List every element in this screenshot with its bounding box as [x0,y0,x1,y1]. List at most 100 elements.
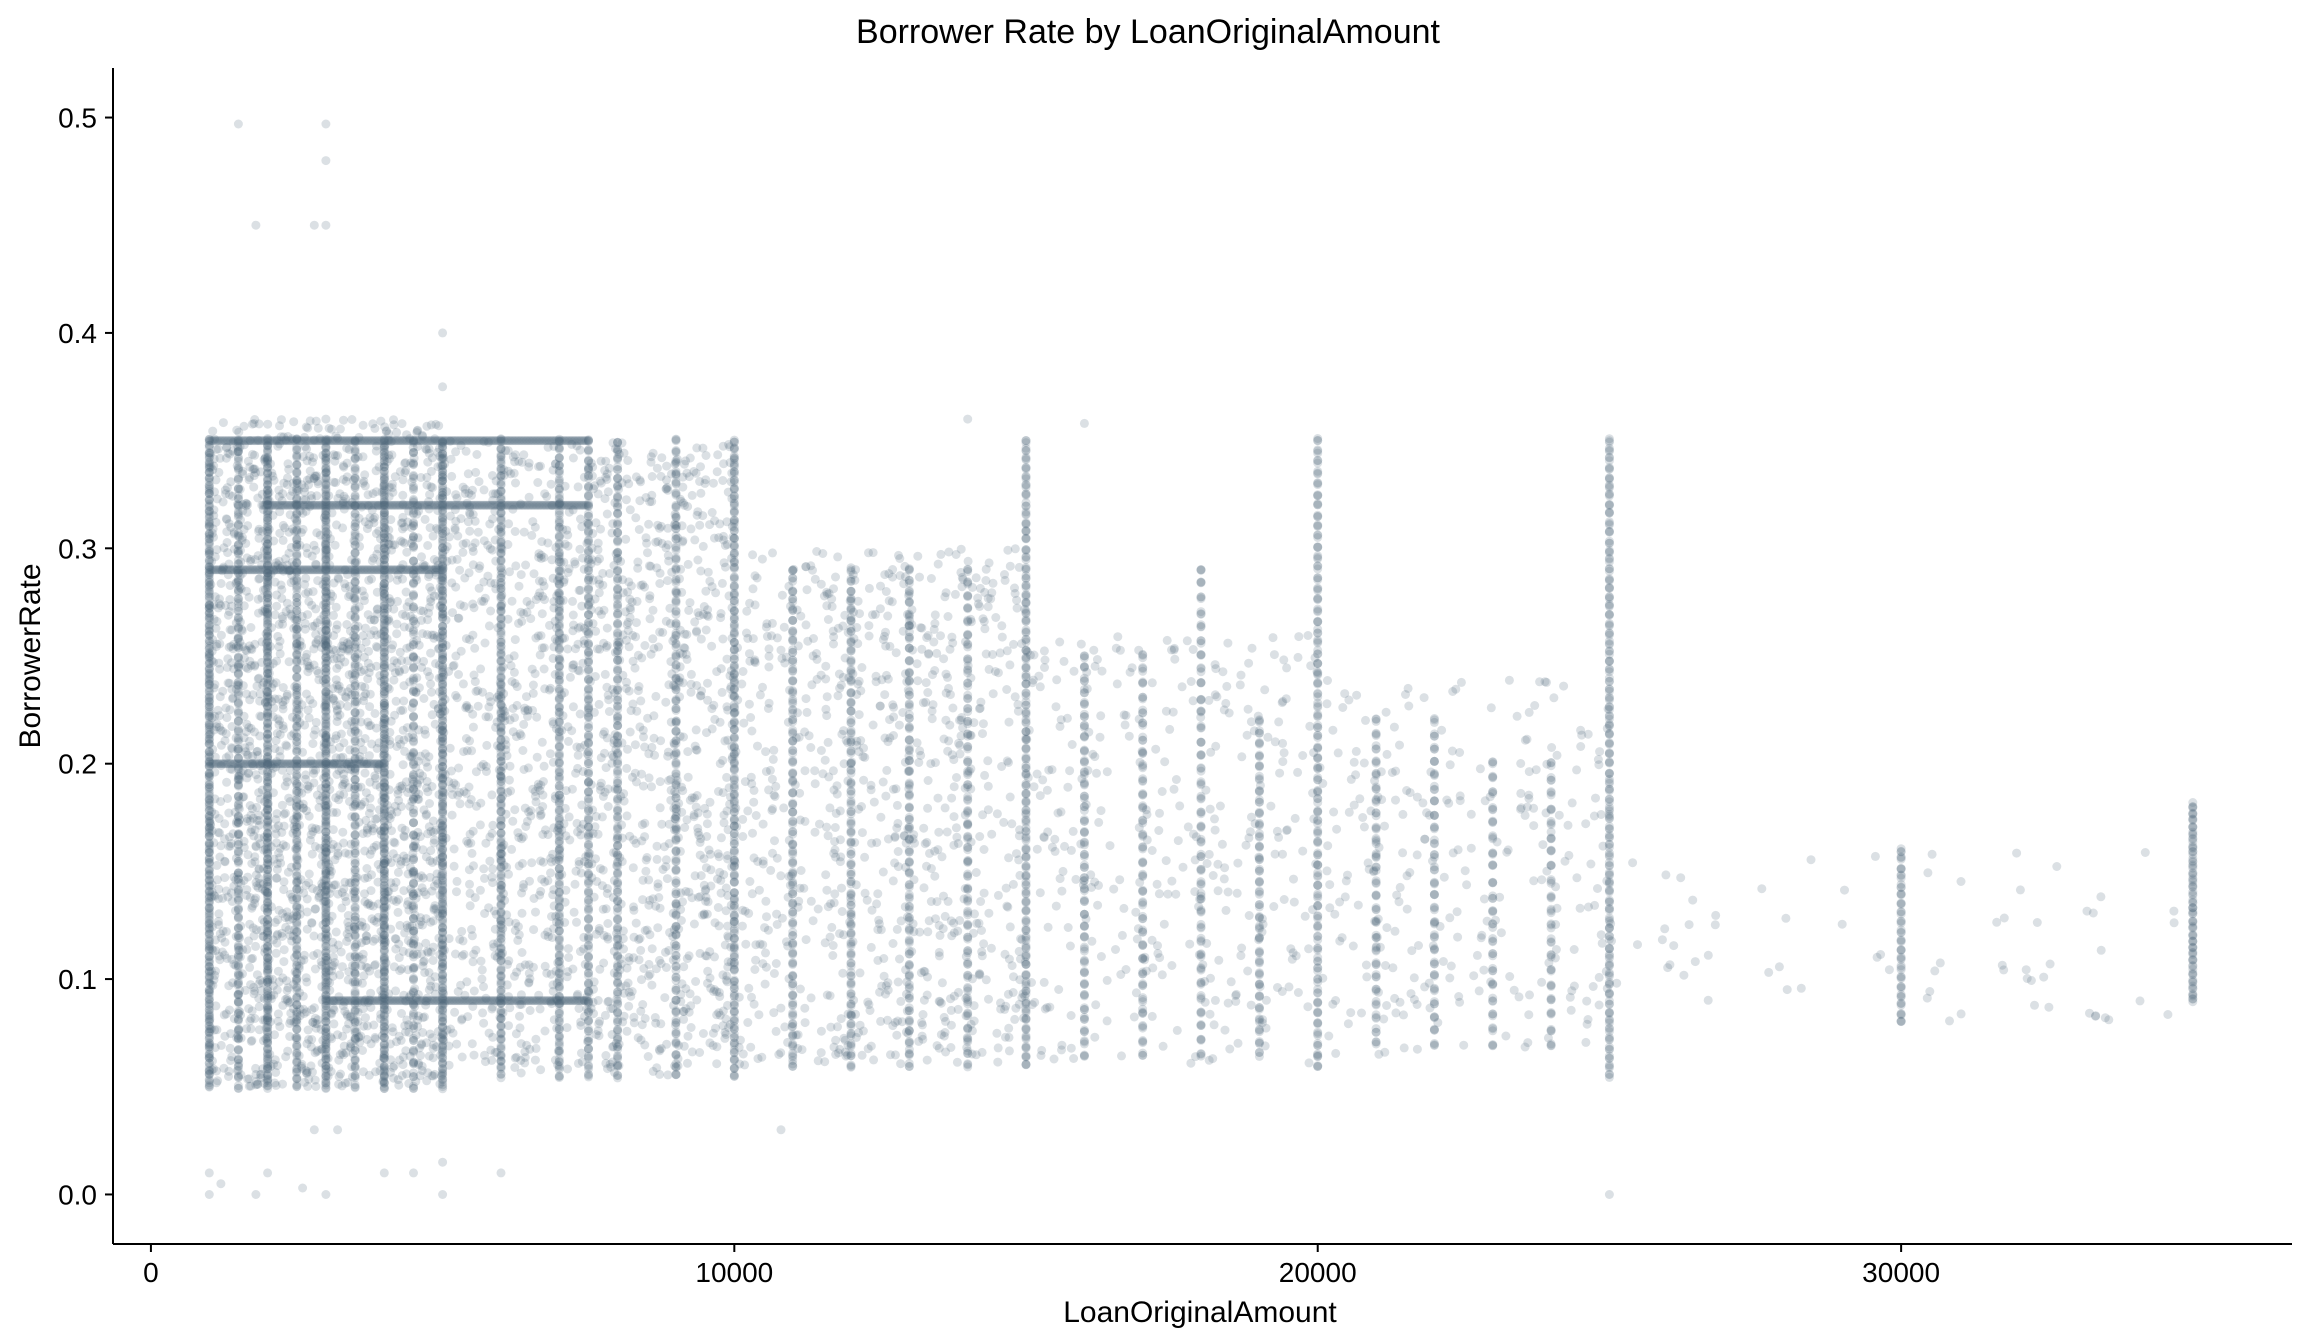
scatter-point [835,857,845,867]
scatter-point [488,1032,498,1042]
scatter-point [1096,952,1106,961]
scatter-point [243,872,253,882]
scatter-point [389,1073,399,1083]
scatter-point [812,649,821,658]
scatter-point [1232,888,1242,898]
scatter-point [1206,747,1216,757]
scatter-point [864,621,874,631]
scatter-point [795,815,805,825]
scatter-point [478,1008,488,1018]
scatter-point [286,578,296,588]
scatter-point [428,942,438,952]
scatter-point [655,803,665,813]
scatter-point [563,967,573,977]
scatter-point [860,852,870,862]
scatter-point [468,709,478,719]
scatter-point [568,453,578,463]
scatter-point [1000,575,1010,585]
scatter-point [1173,836,1183,846]
scatter-point [365,849,375,859]
scatter-point [329,1005,339,1015]
scatter-point [818,769,828,779]
scatter-point [748,584,758,594]
scatter-point [1233,1038,1243,1048]
scatter-point [569,620,578,630]
scatter-point [573,750,583,760]
scatter-point [573,1058,583,1068]
scatter-point [452,554,462,564]
scatter-point [1151,744,1161,754]
scatter-point [1323,676,1332,685]
scatter-point [647,472,657,481]
scatter-point [302,1068,312,1078]
scatter-point [648,634,658,644]
scatter-point [642,925,652,935]
scatter-point [975,832,985,841]
scatter-point [1269,902,1279,911]
scatter-point [537,609,547,619]
scatter-point [389,415,398,425]
scatter-point [707,641,717,651]
scatter-point [1177,682,1187,692]
scatter-point [358,631,368,641]
scatter-point [1055,721,1065,731]
scatter-point [452,1039,462,1049]
scatter-point [437,470,447,480]
scatter-point [717,578,727,588]
scatter-point [660,993,670,1003]
scatter-point [719,459,729,469]
scatter-point [1223,887,1233,897]
scatter-point [1496,928,1506,938]
scatter-point [274,642,284,652]
scatter-point [833,623,843,633]
scatter-point [1210,690,1220,700]
scatter-point [714,852,724,862]
scatter-point [762,619,772,629]
scatter-point [696,871,706,881]
scatter-point [1204,849,1214,859]
scatter-point [689,467,699,476]
scatter-point [207,880,217,890]
scatter-point [718,788,728,798]
scatter-point [477,596,487,606]
scatter-point [244,936,253,946]
scatter-point [1067,740,1077,749]
scatter-point [1224,708,1234,718]
scatter-point [865,1006,875,1015]
scatter-point [802,585,812,595]
scatter-point [302,806,311,816]
scatter-point [568,596,577,606]
scatter-point [563,1064,572,1074]
scatter-point [822,885,832,895]
scatter-point [310,842,320,851]
scatter-point [1222,681,1232,691]
scatter-point [290,514,300,523]
scatter-point [758,959,768,969]
scatter-point [511,478,520,488]
scatter-point [831,572,840,582]
scatter-point [1348,941,1358,951]
scatter-point [339,462,349,472]
scatter-point [1042,1003,1052,1013]
scatter-point [213,1076,223,1086]
scatter-point [245,893,255,902]
scatter-point [272,938,282,948]
scatter-point [594,575,604,585]
scatter-point [421,996,431,1006]
scatter-point [331,731,341,741]
scatter-point [878,635,888,645]
scatter-point [1069,666,1079,676]
scatter-point [339,1041,349,1051]
scatter-point [514,581,524,591]
scatter-point [331,478,341,488]
scatter-point [281,740,291,750]
scatter-point [1595,747,1605,757]
scatter-point [467,746,477,756]
scatter-point [952,832,962,842]
scatter-point [857,802,866,811]
scatter-point [392,807,402,817]
scatter-point [655,627,665,637]
scatter-point [544,685,554,695]
scatter-point [622,811,632,821]
scatter-point [768,548,777,558]
